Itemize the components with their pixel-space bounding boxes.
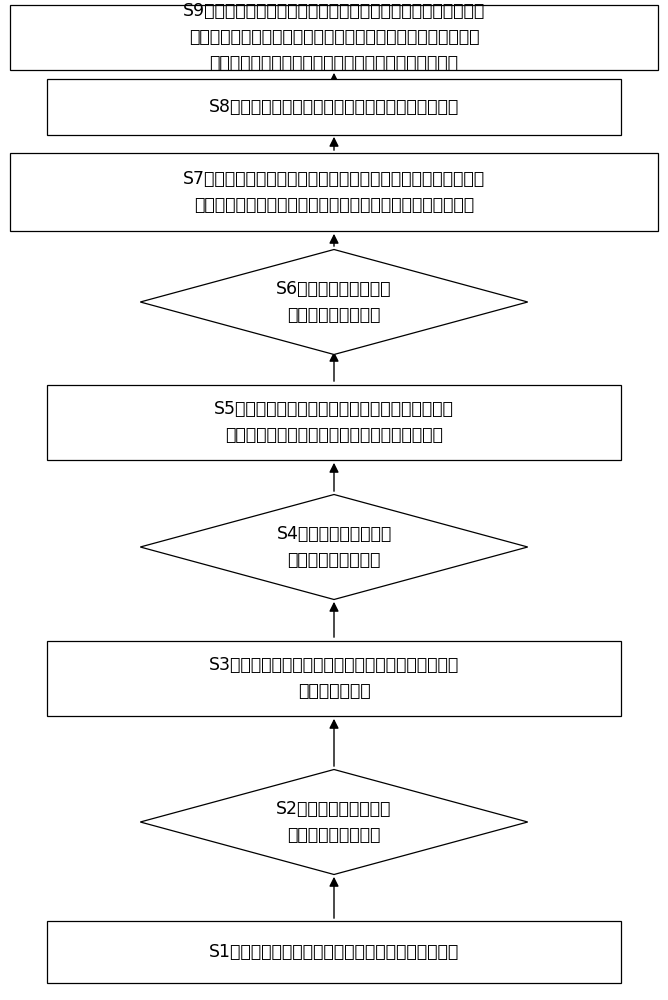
- FancyBboxPatch shape: [10, 153, 658, 231]
- FancyBboxPatch shape: [10, 4, 658, 70]
- Text: S1：在当前路口感应到车辆通过车道时拍摄第一照片: S1：在当前路口感应到车辆通过车道时拍摄第一照片: [209, 943, 459, 961]
- Text: S8：将违章照片、车速和车牌号码发送给报警服务器: S8：将违章照片、车速和车牌号码发送给报警服务器: [209, 98, 459, 116]
- FancyBboxPatch shape: [47, 79, 621, 134]
- FancyBboxPatch shape: [47, 921, 621, 983]
- FancyBboxPatch shape: [47, 385, 621, 460]
- Polygon shape: [140, 770, 528, 874]
- Text: S9：报警服务器判断车速是否超过预设阈值，并在车速超过预设
阈值时，判断车牌号码在当前路口的相邻路口是否有闯红灯行为
，如果有闯红灯行为，向当前路口的警察发出报: S9：报警服务器判断车速是否超过预设阈值，并在车速超过预设 阈值时，判断车牌号码…: [183, 2, 485, 72]
- Text: S7：如果第三照片中有红灯信号，从第二照片中识别并提取出车
牌号码，并将第一照片、第二照片、第三照片合成为违章照片: S7：如果第三照片中有红灯信号，从第二照片中识别并提取出车 牌号码，并将第一照片…: [183, 170, 485, 214]
- Polygon shape: [140, 249, 528, 355]
- Text: S5：如果第二照片中有红灯信号，根据车辆在车道
的行驶时间和预设车长计算车速，拍摄第三照片: S5：如果第二照片中有红灯信号，根据车辆在车道 的行驶时间和预设车长计算车速，拍…: [214, 400, 454, 444]
- Text: S2：检测车道在第一照
片中是否有红灯信号: S2：检测车道在第一照 片中是否有红灯信号: [277, 800, 391, 844]
- FancyBboxPatch shape: [47, 640, 621, 715]
- Polygon shape: [140, 494, 528, 599]
- Text: S4：检测车道在第二照
片中是否有红灯信号: S4：检测车道在第二照 片中是否有红灯信号: [277, 525, 391, 569]
- Text: S3：如果第一照片中有红灯信号，在感应到车辆消失
时拍摄第二照片: S3：如果第一照片中有红灯信号，在感应到车辆消失 时拍摄第二照片: [209, 656, 459, 700]
- Text: S6：检测车道在第三照
片中是否有红灯信号: S6：检测车道在第三照 片中是否有红灯信号: [277, 280, 391, 324]
